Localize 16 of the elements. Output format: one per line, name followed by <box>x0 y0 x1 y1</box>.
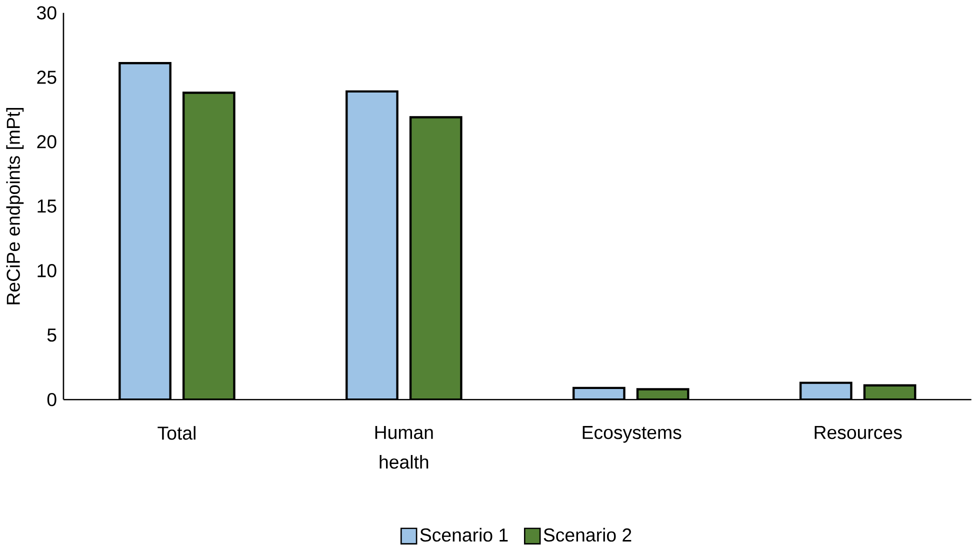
y-tick-label: 10 <box>38 264 56 278</box>
y-tick-label: 20 <box>37 135 56 149</box>
x-tick-label: Resources <box>814 426 902 440</box>
y-tick-label: 30 <box>36 6 56 20</box>
bar <box>346 90 398 400</box>
y-tick-label: 0 <box>47 393 56 406</box>
bar <box>118 62 172 400</box>
x-tick-label: Total <box>158 426 196 440</box>
y-tick-label: 15 <box>38 200 56 213</box>
y-axis-title: ReCiPe endpoints [mPt] <box>6 108 24 304</box>
legend-label: Scenario 1 <box>420 528 508 542</box>
y-tick-label: 5 <box>47 328 56 342</box>
y-tick-label: 25 <box>37 70 56 84</box>
legend-label: Scenario 2 <box>544 528 632 542</box>
x-tick-label: Human health <box>375 426 433 469</box>
x-tick-label: Ecosystems <box>582 426 682 443</box>
